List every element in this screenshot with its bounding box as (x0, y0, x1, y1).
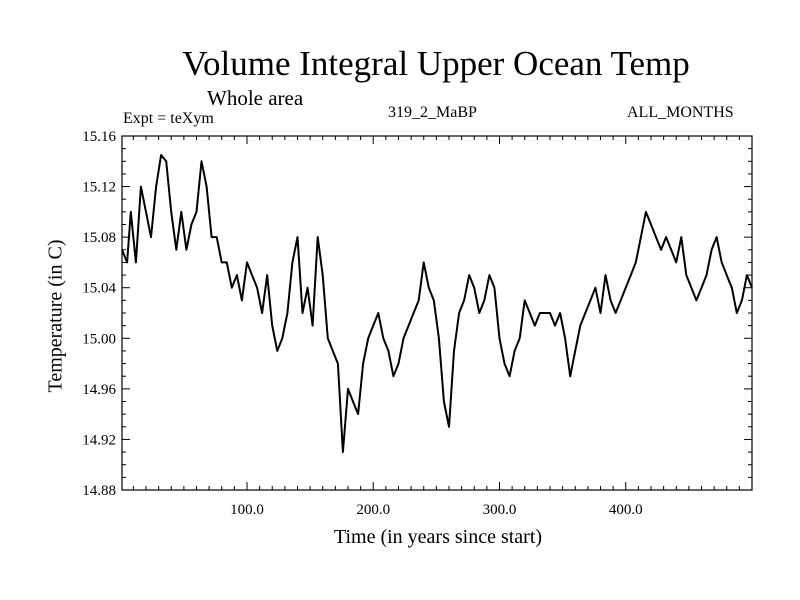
y-tick-label: 15.08 (82, 230, 116, 246)
plot-frame (121, 135, 753, 491)
y-tick-label: 14.88 (82, 483, 116, 499)
y-tick-label: 15.12 (82, 180, 116, 196)
x-tick-label: 100.0 (230, 502, 264, 518)
run-label: 319_2_MaBP (388, 104, 477, 121)
y-tick-label: 14.92 (82, 432, 116, 448)
x-tick-label: 300.0 (483, 502, 517, 518)
x-tick-label: 400.0 (609, 502, 643, 518)
chart-title: Volume Integral Upper Ocean Temp (182, 44, 690, 83)
y-tick-label: 15.00 (82, 331, 116, 347)
axis-ticks (122, 135, 752, 491)
tick-labels: 14.88 14.92 14.96 15.00 15.04 15.08 15.12 15.16… (82, 129, 642, 518)
y-tick-label: 15.04 (82, 281, 116, 297)
chart-subtitle: Whole area (207, 86, 304, 110)
y-tick-label: 14.96 (82, 382, 116, 398)
x-axis-label: Time (in years since start) (333, 526, 543, 548)
temperature-series-line (121, 154, 753, 454)
experiment-label: Expt = teXym (123, 110, 214, 127)
y-tick-label: 15.16 (82, 129, 116, 145)
months-label: ALL_MONTHS (627, 104, 734, 121)
x-tick-label: 200.0 (356, 502, 390, 518)
